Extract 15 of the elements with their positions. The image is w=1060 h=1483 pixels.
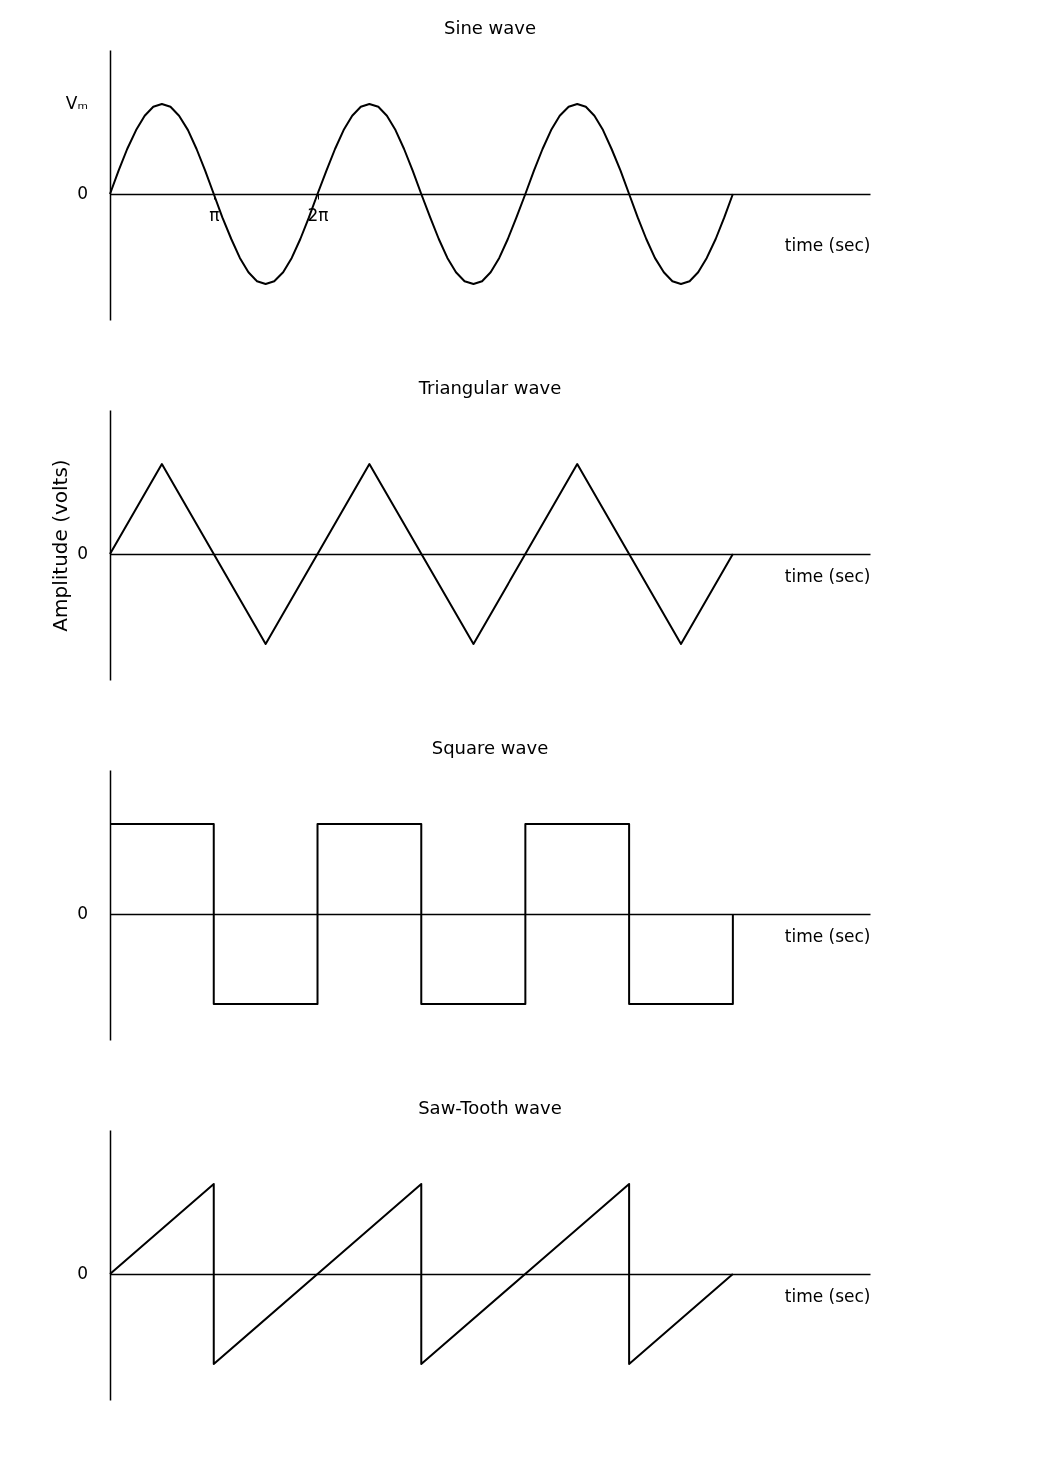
x-axis-title: time (sec) bbox=[784, 1285, 871, 1306]
x-tick-label: π bbox=[209, 204, 220, 225]
text: 0 bbox=[77, 903, 88, 923]
y-axis-title: Amplitude (volts) bbox=[47, 459, 72, 632]
text: 0 bbox=[77, 183, 88, 203]
x-axis-title: time (sec) bbox=[784, 234, 871, 255]
text: 0 bbox=[77, 543, 88, 563]
x-axis-title: time (sec) bbox=[784, 565, 871, 586]
chart-title: Sine wave bbox=[443, 17, 537, 38]
chart-title: Triangular wave bbox=[417, 377, 562, 398]
text: 0 bbox=[77, 1263, 88, 1283]
chart-title: Square wave bbox=[431, 737, 549, 758]
x-axis-title: time (sec) bbox=[784, 925, 871, 946]
chart-title: Saw-Tooth wave bbox=[418, 1097, 562, 1118]
text: Vₘ bbox=[65, 93, 88, 113]
